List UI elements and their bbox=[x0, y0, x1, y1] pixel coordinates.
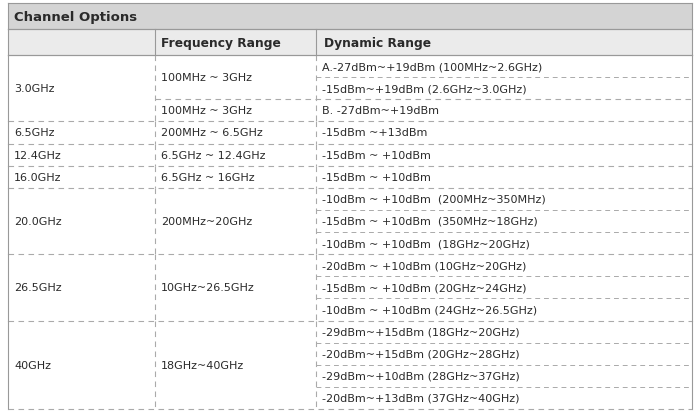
Bar bbox=[8, 254, 692, 321]
Text: -29dBm~+15dBm (18GHz~20GHz): -29dBm~+15dBm (18GHz~20GHz) bbox=[322, 327, 519, 337]
Text: -10dBm ~ +10dBm  (18GHz~20GHz): -10dBm ~ +10dBm (18GHz~20GHz) bbox=[322, 238, 530, 249]
Text: -10dBm ~ +10dBm  (200MHz~350MHz): -10dBm ~ +10dBm (200MHz~350MHz) bbox=[322, 195, 545, 204]
Text: Dynamic Range: Dynamic Range bbox=[324, 36, 431, 50]
Bar bbox=[8, 321, 692, 409]
Text: -10dBm ~ +10dBm (24GHz~26.5GHz): -10dBm ~ +10dBm (24GHz~26.5GHz) bbox=[322, 305, 537, 315]
Bar bbox=[8, 4, 692, 30]
Text: 6.5GHz ~ 16GHz: 6.5GHz ~ 16GHz bbox=[161, 172, 255, 182]
Text: 3.0GHz: 3.0GHz bbox=[14, 84, 55, 94]
Bar bbox=[8, 122, 692, 144]
Text: 10GHz~26.5GHz: 10GHz~26.5GHz bbox=[161, 282, 255, 292]
Bar bbox=[8, 30, 692, 56]
Text: 200MHz ~ 6.5GHz: 200MHz ~ 6.5GHz bbox=[161, 128, 262, 138]
Text: A.-27dBm~+19dBm (100MHz~2.6GHz): A.-27dBm~+19dBm (100MHz~2.6GHz) bbox=[322, 62, 542, 72]
Text: Channel Options: Channel Options bbox=[14, 10, 137, 24]
Text: 12.4GHz: 12.4GHz bbox=[14, 150, 62, 160]
Text: 6.5GHz: 6.5GHz bbox=[14, 128, 55, 138]
Text: 6.5GHz ~ 12.4GHz: 6.5GHz ~ 12.4GHz bbox=[161, 150, 265, 160]
Text: -15dBm ~ +10dBm: -15dBm ~ +10dBm bbox=[322, 172, 430, 182]
Text: 200MHz~20GHz: 200MHz~20GHz bbox=[161, 216, 252, 226]
Text: -29dBm~+10dBm (28GHz~37GHz): -29dBm~+10dBm (28GHz~37GHz) bbox=[322, 371, 519, 381]
Text: -15dBm ~ +10dBm: -15dBm ~ +10dBm bbox=[322, 150, 430, 160]
Text: 40GHz: 40GHz bbox=[14, 360, 51, 370]
Bar bbox=[8, 166, 692, 188]
Text: -15dBm ~+13dBm: -15dBm ~+13dBm bbox=[322, 128, 427, 138]
Text: -15dBm ~ +10dBm (20GHz~24GHz): -15dBm ~ +10dBm (20GHz~24GHz) bbox=[322, 282, 526, 292]
Text: Frequency Range: Frequency Range bbox=[161, 36, 281, 50]
Bar bbox=[8, 144, 692, 166]
Text: B. -27dBm~+19dBm: B. -27dBm~+19dBm bbox=[322, 106, 439, 116]
Text: 16.0GHz: 16.0GHz bbox=[14, 172, 62, 182]
Text: -15dBm~+19dBm (2.6GHz~3.0GHz): -15dBm~+19dBm (2.6GHz~3.0GHz) bbox=[322, 84, 526, 94]
Text: -20dBm~+15dBm (20GHz~28GHz): -20dBm~+15dBm (20GHz~28GHz) bbox=[322, 349, 519, 359]
Text: -20dBm ~ +10dBm (10GHz~20GHz): -20dBm ~ +10dBm (10GHz~20GHz) bbox=[322, 261, 526, 271]
Text: 18GHz~40GHz: 18GHz~40GHz bbox=[161, 360, 244, 370]
Text: -15dBm ~ +10dBm  (350MHz~18GHz): -15dBm ~ +10dBm (350MHz~18GHz) bbox=[322, 216, 538, 226]
Text: 100MHz ~ 3GHz: 100MHz ~ 3GHz bbox=[161, 106, 252, 116]
Text: -20dBm~+13dBm (37GHz~40GHz): -20dBm~+13dBm (37GHz~40GHz) bbox=[322, 393, 519, 403]
Text: 26.5GHz: 26.5GHz bbox=[14, 282, 62, 292]
Bar bbox=[8, 56, 692, 122]
Text: 100MHz ~ 3GHz: 100MHz ~ 3GHz bbox=[161, 73, 252, 83]
Bar bbox=[8, 188, 692, 254]
Text: 20.0GHz: 20.0GHz bbox=[14, 216, 62, 226]
